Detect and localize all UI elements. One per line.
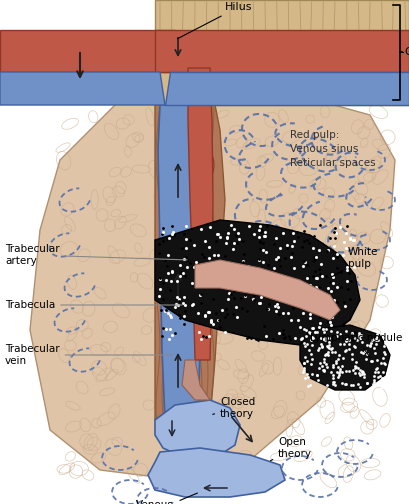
Text: Red pulp:: Red pulp: <box>290 130 339 140</box>
Text: Hilus: Hilus <box>178 2 252 39</box>
Text: Open
theory: Open theory <box>270 437 312 461</box>
Polygon shape <box>158 105 202 420</box>
Ellipse shape <box>206 154 214 176</box>
Text: Venous
sinuses: Venous sinuses <box>135 493 198 504</box>
Polygon shape <box>0 30 175 72</box>
Text: Closed
theory: Closed theory <box>213 397 255 419</box>
Polygon shape <box>155 400 240 458</box>
Polygon shape <box>30 80 395 480</box>
Polygon shape <box>155 220 360 345</box>
Polygon shape <box>165 72 409 105</box>
Text: White
pulp: White pulp <box>333 247 378 277</box>
Polygon shape <box>182 360 210 400</box>
Polygon shape <box>155 0 409 105</box>
Text: Capsule: Capsule <box>404 47 409 57</box>
Text: Trabecula: Trabecula <box>5 300 182 310</box>
Polygon shape <box>148 448 285 497</box>
Polygon shape <box>300 325 390 390</box>
Polygon shape <box>155 105 225 420</box>
Text: Lymphatic nodule: Lymphatic nodule <box>310 333 402 358</box>
Polygon shape <box>188 68 213 360</box>
Text: Venous sinus: Venous sinus <box>290 144 358 154</box>
Polygon shape <box>195 260 340 320</box>
Polygon shape <box>0 72 165 105</box>
Text: Trabecular
vein: Trabecular vein <box>5 344 172 366</box>
Polygon shape <box>155 30 409 72</box>
Text: Reticular spaces: Reticular spaces <box>290 158 375 168</box>
Text: Trabecular
artery: Trabecular artery <box>5 244 187 266</box>
